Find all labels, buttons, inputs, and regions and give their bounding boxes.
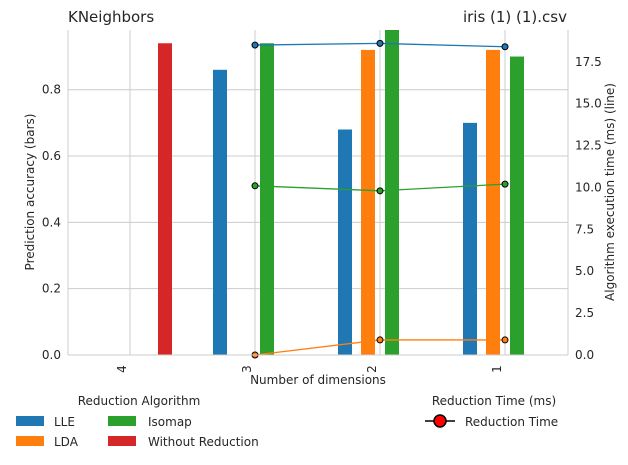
y2-tick-label: 15.0	[575, 97, 602, 111]
x-tick-label: 3	[240, 365, 254, 373]
bars	[158, 30, 524, 356]
legend-time-label: Reduction Time	[465, 415, 558, 429]
y2-tick-label: 0.0	[575, 348, 594, 362]
plot-frame	[67, 30, 569, 356]
time-point-lda	[376, 336, 384, 344]
legend-swatch-without-reduction	[108, 436, 136, 446]
y-axis-ticks: 0.0 0.2 0.4 0.6 0.8	[42, 83, 61, 362]
y-tick-label: 0.2	[42, 282, 61, 296]
legend-label-isomap: Isomap	[148, 415, 192, 429]
bar-lle	[463, 122, 477, 355]
y2-axis-label: Algorithm execution time (ms) (line)	[603, 83, 617, 301]
bar-lda	[486, 49, 500, 356]
time-point-isomap	[501, 180, 509, 188]
time-point-isomap	[376, 187, 384, 195]
bar-lle	[338, 129, 352, 355]
legend-label-lda: LDA	[54, 435, 79, 449]
legend-swatch-lda	[16, 436, 44, 446]
y2-tick-label: 10.0	[575, 180, 602, 194]
legend-time-marker	[433, 414, 447, 428]
x-tick-label: 4	[115, 365, 129, 373]
x-axis-label: Number of dimensions	[250, 373, 386, 387]
y2-tick-label: 7.5	[575, 222, 594, 236]
bar-isomap	[385, 30, 399, 355]
y2-tick-label: 12.5	[575, 139, 602, 153]
legend-time: Reduction Time (ms) Reduction Time	[425, 394, 558, 429]
bar-isomap	[510, 56, 524, 356]
legend-swatch-lle	[16, 416, 44, 426]
y2-tick-label: 2.5	[575, 306, 594, 320]
legend-time-title: Reduction Time (ms)	[432, 394, 556, 408]
time-lines	[251, 39, 509, 359]
time-point-lle	[501, 43, 509, 51]
bar-lda	[361, 49, 375, 356]
legend-swatch-isomap	[108, 416, 136, 426]
plot-area	[68, 30, 568, 355]
y-tick-label: 0.8	[42, 83, 61, 97]
legend-algorithms: Reduction Algorithm LLE LDA Isomap Witho…	[16, 394, 259, 449]
y-tick-label: 0.0	[42, 348, 61, 362]
legend-algorithms-title: Reduction Algorithm	[78, 394, 201, 408]
bar-without-reduction	[158, 43, 172, 355]
y-tick-label: 0.6	[42, 149, 61, 163]
time-point-lle	[376, 39, 384, 47]
legend-label-lle: LLE	[54, 415, 75, 429]
time-point-lda	[501, 336, 509, 344]
x-tick-label: 1	[490, 365, 504, 373]
y2-axis-ticks: 0.0 2.5 5.0 7.5 10.0 12.5 15.0 17.5	[575, 55, 602, 362]
chart-title: KNeighbors	[68, 8, 154, 26]
x-axis-ticks: 4 3 2 1	[115, 365, 504, 373]
y-axis-label: Prediction accuracy (bars)	[23, 114, 37, 271]
time-point-isomap	[251, 182, 259, 190]
chart-subtitle: iris (1) (1).csv	[463, 8, 567, 26]
y-tick-label: 0.4	[42, 215, 61, 229]
legend-label-without-reduction: Without Reduction	[148, 435, 259, 449]
y2-tick-label: 5.0	[575, 264, 594, 278]
x-tick-label: 2	[365, 365, 379, 373]
bar-isomap	[260, 43, 274, 355]
y2-tick-label: 17.5	[575, 55, 602, 69]
bar-lle	[213, 69, 227, 355]
time-point-lle	[251, 41, 259, 49]
